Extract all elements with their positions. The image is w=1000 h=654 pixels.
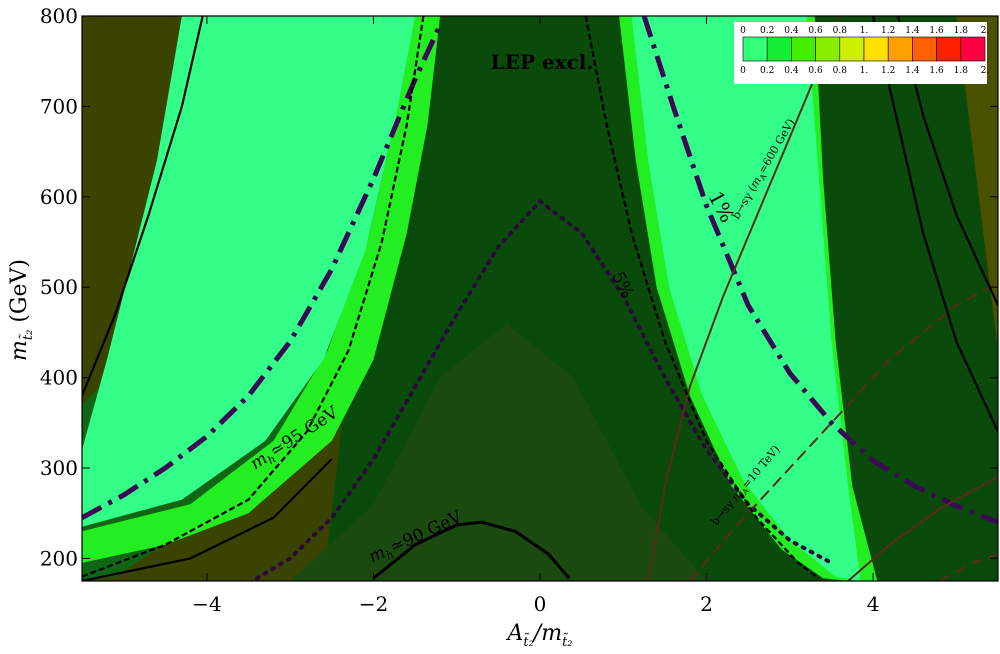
curve-bsgamma-10tev — [689, 281, 998, 581]
curve-dashdot-left — [82, 23, 443, 520]
y-tick-label: 300 — [40, 456, 78, 480]
colorbar-top-label: 0 — [740, 26, 746, 36]
colorbar-top-label: 1.4 — [905, 26, 920, 36]
curve-dotted-parabola — [254, 198, 834, 581]
y-tick-label: 600 — [40, 185, 78, 209]
colorbar-cell — [863, 36, 889, 62]
colorbar-top-label: 0.8 — [833, 26, 848, 36]
colorbar-bottom-label: 1.8 — [954, 66, 969, 76]
y-tick-label: 200 — [40, 546, 78, 570]
colorbar-top-label: 0.6 — [808, 26, 823, 36]
curve-black-1 — [82, 16, 204, 397]
colorbar-cell — [791, 36, 816, 62]
contour-curves — [82, 16, 998, 581]
colorbar-legend: 0 0.2 0.4 0.6 0.8 1. 1.2 1.4 1.6 1.8 2. 0 0.2 0.4 0.6… — [734, 22, 989, 84]
x-tick-label: −4 — [192, 592, 221, 616]
colorbar-bottom-label: 0.4 — [784, 66, 799, 76]
y-axis-title: mt̃₂ (GeV) — [7, 259, 36, 361]
colorbar-bottom-label: 1.4 — [905, 66, 920, 76]
curve-black-3 — [82, 458, 333, 581]
colorbar-cell — [960, 36, 986, 62]
colorbar-cell — [766, 36, 792, 62]
x-axis-title: At̃₂/mt̃₂ — [505, 621, 572, 650]
colorbar-bottom-label: 0.8 — [833, 66, 848, 76]
colorbar-bottom-label: 0 — [740, 66, 746, 76]
y-tick-label: 500 — [40, 275, 78, 299]
y-tick-label: 800 — [40, 4, 78, 28]
colorbar-bottom-label: 0.6 — [808, 66, 823, 76]
x-tick-label: 2 — [700, 592, 713, 616]
curve-dashdot-right — [641, 16, 998, 525]
colorbar-bottom-label: 2. — [981, 66, 990, 76]
curve-black-2 — [82, 16, 425, 578]
colorbar-top-label: 0.2 — [760, 26, 774, 36]
colorbar-top-label: 2. — [981, 26, 990, 36]
colorbar-top-label: 1. — [860, 26, 869, 36]
lep-exclusion-label: LEP excl. — [491, 50, 594, 74]
region-right-edge — [956, 16, 998, 351]
curve-bsgamma-600 — [647, 16, 841, 581]
colorbar-bottom-label: 1.2 — [881, 66, 895, 76]
region-left-light — [82, 16, 416, 527]
colorbar-bottom-label: 1.6 — [929, 66, 944, 76]
colorbar-cell — [912, 36, 937, 62]
curve-brown-lower — [847, 476, 998, 581]
region-hump — [290, 323, 707, 581]
x-axis-ticks: −4 −2 0 2 4 — [192, 16, 879, 616]
colorbar-top-label: 1.6 — [929, 26, 944, 36]
x-tick-label: −2 — [359, 592, 388, 616]
colorbar-cell — [887, 36, 913, 62]
x-tick-label: 4 — [867, 592, 880, 616]
colorbar-cell — [742, 36, 768, 62]
colorbar-top-label: 1.2 — [881, 26, 895, 36]
y-tick-label: 700 — [40, 94, 78, 118]
colorbar-top-label: 1.8 — [954, 26, 969, 36]
colorbar-bottom-label: 0.2 — [760, 66, 774, 76]
y-tick-label: 400 — [40, 366, 78, 390]
exclusion-regions — [82, 16, 998, 581]
curve-mh90 — [372, 520, 571, 580]
colorbar-bottom-label: 1. — [860, 66, 869, 76]
colorbar-cell — [936, 36, 962, 62]
curve-black-5 — [872, 16, 998, 433]
colorbar-top-label: 0.4 — [784, 26, 799, 36]
y-axis-ticks: 200 300 400 500 600 700 800 — [40, 4, 998, 570]
curve-black-4 — [584, 16, 820, 580]
x-tick-label: 0 — [534, 592, 547, 616]
colorbar-cell — [839, 36, 865, 62]
curve-brown-lower-dashed — [939, 552, 998, 581]
colorbar-cell — [815, 36, 841, 62]
